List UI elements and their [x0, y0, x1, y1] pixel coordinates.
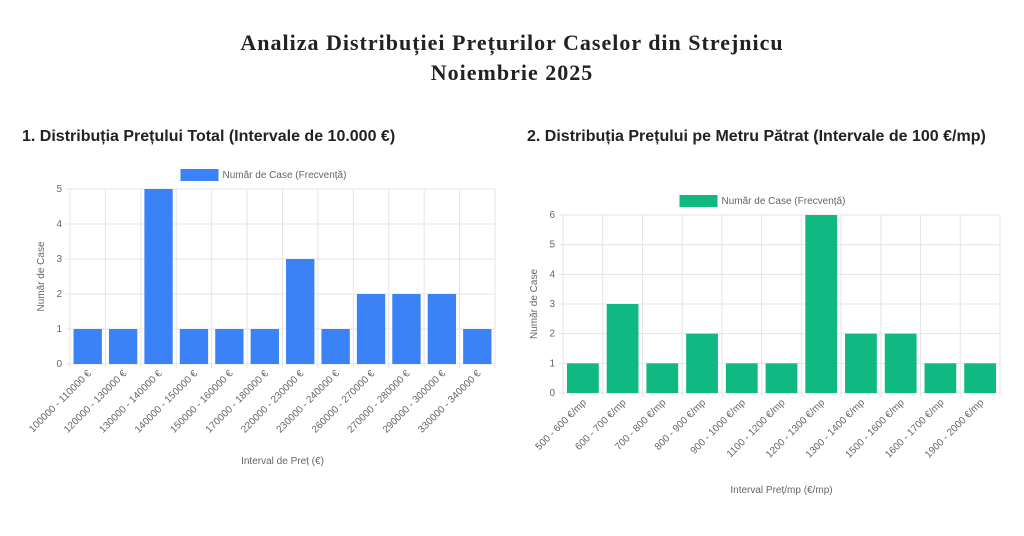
- x-tick-label: 220000 - 230000 €: [239, 368, 306, 435]
- bar: [463, 329, 492, 364]
- page-subtitle: Noiembrie 2025: [430, 60, 594, 85]
- x-tick-label: 170000 - 180000 €: [204, 368, 271, 435]
- bar: [215, 329, 244, 364]
- y-tick-label: 3: [56, 254, 62, 265]
- bar: [606, 304, 639, 393]
- bar: [356, 294, 386, 364]
- bar: [250, 329, 279, 364]
- bar: [725, 363, 758, 393]
- y-tick-label: 4: [549, 269, 555, 280]
- legend-label: Număr de Case (Frecvență): [722, 196, 846, 207]
- y-tick-label: 0: [56, 359, 62, 370]
- y-tick-label: 2: [549, 329, 555, 340]
- page-title: Analiza Distribuției Prețurilor Caselor …: [240, 30, 784, 55]
- y-axis-label: Număr de Case: [36, 241, 47, 311]
- x-axis-label: Interval Preț/mp (€/mp): [730, 485, 832, 496]
- legend-swatch: [679, 195, 718, 207]
- bar: [427, 294, 457, 364]
- bar: [686, 333, 718, 393]
- y-axis-label: Număr de Case: [529, 269, 540, 339]
- bar: [108, 329, 138, 364]
- bar: [179, 329, 209, 364]
- x-tick-label: 140000 - 150000 €: [133, 368, 200, 435]
- bar: [566, 363, 599, 393]
- bar: [845, 333, 877, 393]
- x-tick-label: 130000 - 140000 €: [98, 368, 165, 435]
- x-tick-label: 330000 - 340000 €: [416, 368, 483, 435]
- x-tick-label: 230000 - 240000 €: [275, 368, 342, 435]
- legend-swatch: [180, 169, 219, 181]
- y-tick-label: 1: [549, 358, 555, 369]
- x-tick-label: 260000 - 270000 €: [310, 368, 377, 435]
- bar: [805, 215, 838, 393]
- bar: [73, 329, 102, 364]
- y-tick-label: 6: [549, 210, 555, 221]
- y-tick-label: 2: [56, 289, 62, 300]
- bar: [765, 363, 798, 393]
- x-tick-label: 290000 - 300000 €: [381, 368, 448, 435]
- y-tick-label: 5: [549, 240, 555, 251]
- x-tick-label: 120000 - 130000 €: [62, 368, 129, 435]
- chart-title: 1. Distribuția Prețului Total (Intervale…: [22, 128, 396, 145]
- x-tick-label: 100000 - 110000 €: [27, 368, 94, 435]
- y-tick-label: 1: [56, 324, 62, 335]
- bar: [144, 189, 173, 364]
- chart-title: 2. Distribuția Prețului pe Metru Pătrat …: [527, 128, 986, 145]
- y-tick-label: 4: [56, 219, 62, 230]
- bar: [286, 259, 315, 364]
- legend-label: Număr de Case (Frecvență): [223, 170, 347, 181]
- x-tick-label: 270000 - 280000 €: [345, 368, 412, 435]
- bar: [964, 363, 997, 393]
- bar: [884, 333, 917, 393]
- y-tick-label: 0: [549, 388, 555, 399]
- x-tick-label: 150000 - 160000 €: [168, 368, 235, 435]
- bar: [392, 294, 421, 364]
- x-axis-label: Interval de Preț (€): [241, 456, 324, 467]
- y-tick-label: 3: [549, 299, 555, 310]
- y-tick-label: 5: [56, 184, 62, 195]
- bar: [924, 363, 957, 393]
- bar: [646, 363, 679, 393]
- bar: [321, 329, 350, 364]
